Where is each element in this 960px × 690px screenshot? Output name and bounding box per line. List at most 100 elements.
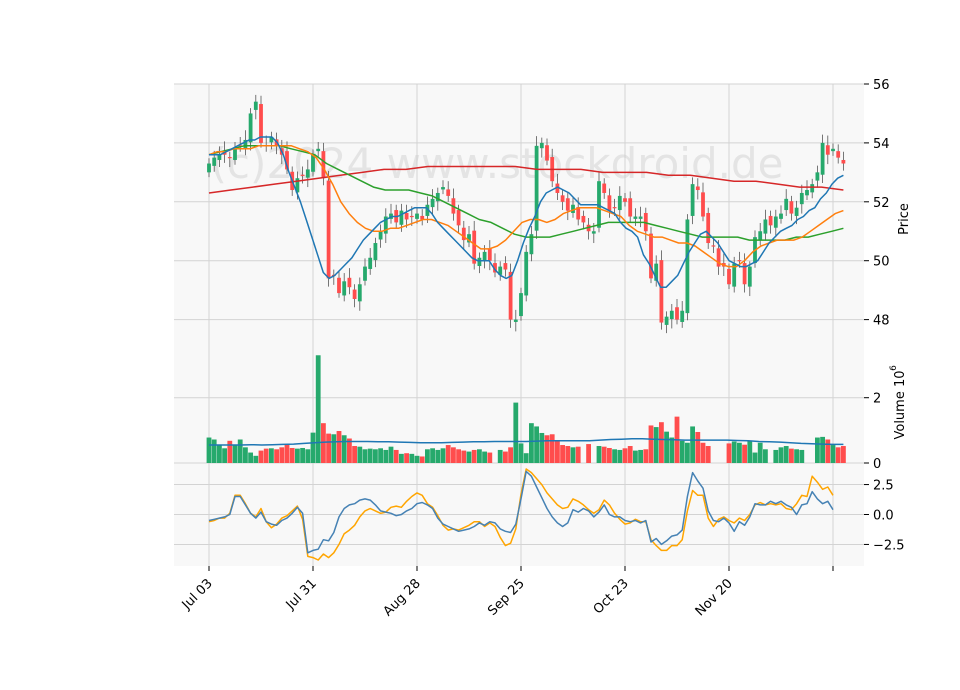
candle-body — [607, 195, 612, 211]
candle-body — [493, 263, 497, 273]
volume-bar — [404, 453, 409, 463]
volume-bar — [274, 449, 279, 463]
candle-body — [253, 101, 258, 110]
volume-bar — [752, 452, 758, 463]
volume-bar — [399, 453, 404, 463]
volume-bar — [419, 456, 425, 463]
volume-bar — [232, 445, 238, 463]
volume-bar — [679, 440, 685, 463]
candle-body — [591, 231, 596, 234]
volume-bar — [549, 434, 555, 463]
candle-body — [779, 213, 783, 219]
volume-bar — [206, 437, 212, 463]
candle-body — [321, 151, 326, 179]
candle-body — [758, 231, 763, 240]
volume-bar — [534, 426, 539, 463]
candle-body — [399, 210, 404, 225]
volume-axis-exponent: 6 — [889, 365, 899, 371]
volume-bar — [357, 446, 363, 463]
volume-bar — [815, 437, 820, 463]
volume-bar — [513, 402, 519, 463]
candle-body — [602, 183, 607, 193]
candle-body — [248, 113, 253, 143]
y-tick-label: −2.5 — [873, 538, 905, 553]
x-tick-label: Oct 23 — [591, 576, 632, 617]
candle-body — [425, 204, 430, 216]
candle-body — [316, 148, 321, 152]
candle-body — [233, 148, 237, 160]
volume-bar — [544, 435, 550, 463]
candle-body — [643, 212, 648, 232]
volume-bar — [664, 431, 669, 463]
candle-body — [612, 207, 617, 209]
volume-bar — [409, 453, 415, 463]
volume-bar — [258, 450, 264, 463]
volume-bar — [425, 449, 430, 463]
y-tick-label: 0.0 — [873, 509, 894, 524]
volume-bar — [601, 446, 607, 463]
volume-bar — [253, 455, 259, 463]
candle-body — [420, 215, 425, 220]
volume-bar — [497, 449, 503, 463]
candle-body — [789, 201, 794, 214]
volume-bar — [367, 448, 373, 463]
volume-bar — [596, 446, 602, 463]
candle-body — [352, 289, 357, 299]
candle-body — [441, 187, 445, 190]
volume-bar — [669, 437, 675, 463]
candle-body — [300, 174, 305, 176]
ma-fast-line — [209, 136, 844, 288]
volume-bar — [295, 448, 300, 463]
volume-bar — [617, 449, 623, 463]
volume-bar — [555, 441, 560, 463]
candle-body — [326, 180, 331, 279]
volume-bar — [305, 449, 311, 463]
candle-body — [498, 266, 503, 275]
candle-body — [217, 154, 222, 160]
candle-body — [617, 195, 622, 211]
volume-bar — [383, 449, 389, 463]
volume-bar — [341, 435, 347, 463]
y-tick-label: 2.5 — [873, 479, 894, 494]
candle-body — [285, 151, 289, 170]
price-panel-bg — [174, 84, 864, 352]
candle-body — [597, 181, 601, 228]
volume-bar — [352, 446, 357, 463]
volume-bar — [523, 453, 529, 463]
candle-body — [529, 234, 534, 255]
volume-bar — [471, 449, 477, 463]
volume-bar — [347, 438, 352, 463]
y-tick-label: 56 — [873, 78, 890, 93]
y-tick-label: 2 — [873, 392, 881, 407]
candle-body — [628, 198, 633, 217]
volume-bar — [648, 425, 654, 463]
candle-body — [311, 154, 315, 172]
candle-body — [212, 157, 217, 166]
volume-bar — [560, 445, 565, 463]
candle-body — [347, 277, 352, 288]
volume-bar — [300, 447, 305, 463]
volume-bar — [700, 442, 706, 463]
candle-body — [732, 263, 737, 287]
volume-bar — [612, 449, 617, 463]
volume-bar — [835, 447, 841, 463]
candle-body — [477, 257, 482, 267]
volume-bar — [414, 455, 420, 463]
candle-body — [820, 142, 825, 175]
candle-body — [378, 231, 383, 240]
candle-body — [472, 230, 477, 264]
candle-body — [825, 145, 830, 155]
volume-bar — [310, 432, 316, 463]
volume-bar — [279, 447, 285, 463]
candle-body — [368, 257, 373, 269]
candle-body — [576, 207, 581, 220]
volume-bar — [830, 445, 836, 463]
candle-body — [337, 277, 341, 294]
candle-body — [409, 215, 414, 218]
volume-bar — [695, 431, 701, 463]
volume-bar — [633, 450, 638, 463]
candle-body — [555, 183, 560, 193]
y-tick-label: 54 — [873, 137, 890, 152]
volume-bar — [737, 442, 742, 463]
x-tick-label: Nov 20 — [693, 576, 736, 619]
